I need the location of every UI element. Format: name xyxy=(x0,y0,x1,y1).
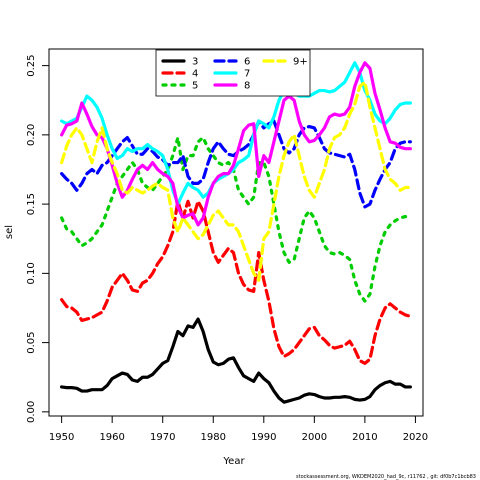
series-line-5 xyxy=(60,136,412,303)
legend-label-3: 3 xyxy=(192,57,198,68)
y-axis: 0.00 0.05 0.10 0.15 0.20 0.25 xyxy=(26,54,50,423)
legend-label-8: 8 xyxy=(244,81,250,92)
series-line-7 xyxy=(60,61,412,206)
x-tick-label: 1960 xyxy=(99,432,124,443)
series-line-9plus xyxy=(60,80,412,282)
series-line-3 xyxy=(60,317,412,404)
legend-label-7: 7 xyxy=(244,69,250,80)
series-layer xyxy=(60,61,412,404)
x-tick-label: 1950 xyxy=(49,432,74,443)
series-line-4 xyxy=(60,199,412,365)
footer-credit: stockassessment.org, WKDEM2020_had_9c, r… xyxy=(296,474,476,480)
legend: 345 678 9+ xyxy=(155,49,311,97)
y-tick-label: 0.25 xyxy=(26,54,37,76)
y-axis-title: sel xyxy=(4,225,15,239)
legend-label-9plus: 9+ xyxy=(293,57,308,68)
x-tick-label: 2000 xyxy=(302,432,327,443)
y-tick-label: 0.20 xyxy=(26,124,37,146)
x-tick-label: 1990 xyxy=(251,432,276,443)
x-tick-label: 2020 xyxy=(403,432,428,443)
legend-label-5: 5 xyxy=(192,81,198,92)
y-tick-label: 0.10 xyxy=(26,262,37,284)
x-axis-title: Year xyxy=(222,456,245,467)
legend-label-4: 4 xyxy=(192,69,198,80)
legend-label-6: 6 xyxy=(244,57,250,68)
x-tick-label: 2010 xyxy=(352,432,377,443)
series-line-8 xyxy=(60,61,412,227)
y-tick-label: 0.15 xyxy=(26,193,37,215)
x-tick-label: 1980 xyxy=(201,432,226,443)
x-tick-label: 1970 xyxy=(150,432,175,443)
y-tick-label: 0.05 xyxy=(26,331,37,353)
x-axis: 1950 1960 1970 1980 1990 2000 2010 2020 xyxy=(49,415,428,443)
y-tick-label: 0.00 xyxy=(26,401,37,423)
